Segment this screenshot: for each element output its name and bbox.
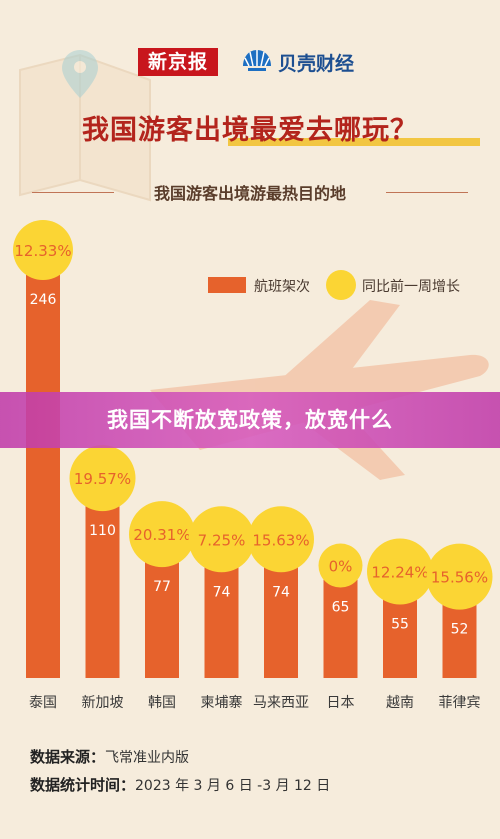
growth-bubble-3 (188, 506, 255, 573)
value-label-0: 246 (30, 292, 57, 308)
value-label-3: 74 (213, 584, 231, 600)
overlay-banner: 我国不断放宽政策，放宽什么 (0, 392, 500, 448)
category-label-0: 泰国 (29, 695, 57, 711)
growth-label-5: 0% (329, 558, 353, 576)
bar-3 (204, 552, 239, 678)
growth-label-2: 20.31% (133, 526, 190, 544)
category-label-1: 新加坡 (82, 695, 124, 711)
xinjingbao-logo: 新京报 (138, 48, 218, 76)
chart-subtitle-row: 我国游客出境游最热目的地 (0, 180, 500, 204)
category-label-6: 越南 (386, 695, 414, 711)
subtitle-line-left (32, 192, 114, 193)
value-label-4: 74 (272, 584, 290, 600)
source-label: 数据来源： (30, 748, 106, 766)
value-label-7: 52 (451, 622, 469, 638)
bar-1 (85, 491, 120, 678)
category-label-4: 马来西亚 (253, 695, 309, 711)
period-line: 数据统计时间：2023 年 3 月 6 日 -3 月 12 日 (30, 774, 330, 795)
category-label-3: 柬埔寨 (201, 694, 243, 711)
legend-bubble-swatch (326, 270, 356, 300)
growth-label-0: 12.33% (14, 242, 71, 260)
growth-bubble-6 (367, 538, 433, 605)
value-label-1: 110 (89, 523, 116, 539)
growth-bubble-0 (13, 220, 73, 280)
beike-logo-text: 贝壳财经 (278, 52, 355, 75)
beike-logo: 贝壳财经 (240, 46, 354, 78)
category-label-7: 菲律宾 (439, 695, 481, 711)
bar-4 (264, 552, 298, 678)
growth-bubble-4 (248, 506, 314, 573)
growth-bubble-1 (69, 445, 136, 512)
growth-label-6: 12.24% (371, 564, 428, 582)
value-label-2: 77 (153, 579, 171, 595)
category-label-5: 日本 (327, 695, 355, 711)
growth-label-4: 15.63% (252, 531, 309, 549)
banner-text: 我国不断放宽政策，放宽什么 (107, 408, 393, 432)
growth-label-7: 15.56% (431, 569, 488, 587)
bar-2 (145, 547, 179, 678)
growth-bubble-2 (129, 501, 195, 568)
subtitle-line-right (386, 192, 468, 193)
growth-label-1: 19.57% (74, 470, 131, 488)
logo-bar: 新京报 贝壳财经 (0, 44, 500, 80)
chart-title: 我国游客出境游最热目的地 (153, 184, 346, 203)
value-label-6: 55 (391, 617, 409, 633)
headline: 我国游客出境最爱去哪玩？ (82, 115, 418, 146)
bar-0 (26, 260, 60, 678)
source-line: 数据来源：飞常准业内版 (30, 746, 189, 767)
shell-icon (243, 50, 271, 71)
category-label-2: 韩国 (148, 695, 176, 711)
growth-label-3: 7.25% (198, 531, 246, 549)
value-label-5: 65 (332, 600, 350, 616)
source-value: 飞常准业内版 (105, 750, 190, 766)
growth-bubble-5 (318, 543, 363, 588)
period-value: 2023 年 3 月 6 日 -3 月 12 日 (135, 778, 331, 794)
period-label: 数据统计时间： (30, 776, 136, 794)
legend-bubble-label: 同比前一周增长 (362, 279, 460, 295)
legend-bar-label: 航班架次 (254, 279, 310, 295)
growth-bubble-7 (426, 543, 493, 610)
legend-bar-swatch (208, 277, 246, 293)
headline-highlight (228, 138, 480, 146)
location-pin-icon (62, 50, 98, 98)
